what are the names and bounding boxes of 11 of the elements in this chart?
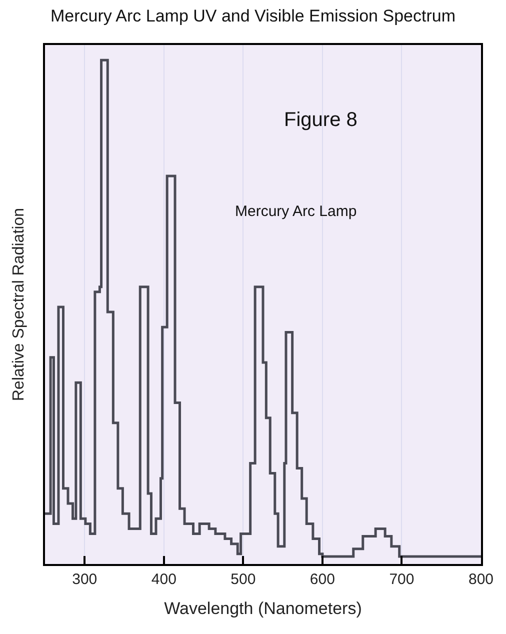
- x-axis-title: Wavelength (Nanometers): [164, 598, 362, 618]
- x-tick-label: 300: [72, 571, 98, 588]
- x-tick-label: 700: [389, 571, 414, 588]
- x-tick-label: 400: [151, 571, 176, 588]
- x-tick-label: 500: [230, 571, 256, 588]
- annotation: Mercury Arc Lamp: [235, 203, 357, 220]
- x-tick-label: 800: [468, 571, 494, 588]
- annotation: Figure 8: [284, 109, 358, 131]
- x-tick-label: 600: [310, 571, 335, 588]
- chart-title: Mercury Arc Lamp UV and Visible Emission Spectrum: [50, 6, 456, 26]
- y-axis-title: Relative Spectral Radiation: [10, 208, 28, 401]
